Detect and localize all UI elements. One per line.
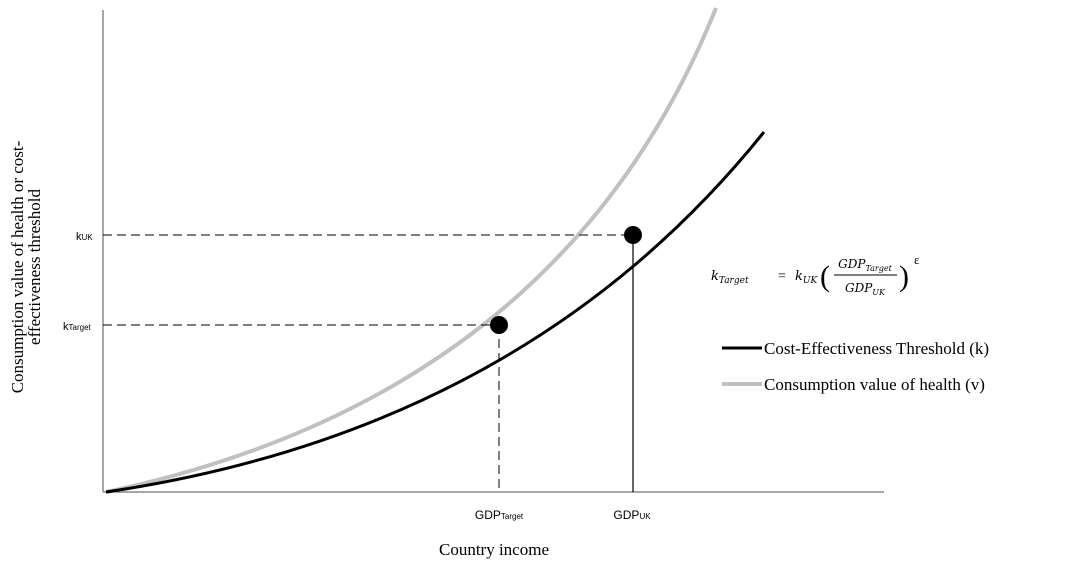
formula-lhs: kTarget [711, 269, 749, 286]
y-axis-title-line1: Consumption value of health or cost- [8, 140, 27, 393]
formula-close-paren: ) [899, 260, 909, 293]
formula-denominator: GDPUK [845, 281, 886, 297]
target-point [490, 316, 508, 334]
formula-k-uk: kUK [795, 269, 818, 286]
formula-equals: = [778, 269, 786, 284]
gdp-uk-label: GDPUK [613, 508, 651, 522]
formula-exponent: ε [914, 252, 920, 267]
legend-label-value: Consumption value of health (v) [764, 375, 985, 394]
k-uk-label: kUK [76, 231, 93, 243]
formula-numerator: GDPTarget [838, 257, 892, 273]
threshold-formula: kTarget = kUK ( GDPTarget GDPUK ) ε [711, 252, 920, 297]
legend: Cost-Effectiveness Threshold (k) Consump… [722, 339, 989, 394]
uk-point [624, 226, 642, 244]
legend-label-threshold: Cost-Effectiveness Threshold (k) [764, 339, 989, 358]
gdp-target-label: GDPTarget [475, 508, 524, 522]
formula-open-paren: ( [820, 260, 830, 293]
x-axis-title: Country income [439, 540, 549, 559]
y-axis-title-line2: effectiveness threshold [25, 189, 44, 345]
threshold-curve [105, 131, 766, 494]
k-target-label: kTarget [63, 321, 92, 333]
consumption-value-curve [105, 7, 718, 494]
y-axis-title: Consumption value of health or cost- eff… [8, 140, 44, 393]
